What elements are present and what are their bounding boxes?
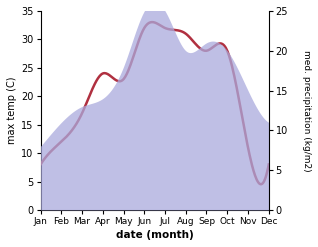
Y-axis label: max temp (C): max temp (C) (7, 77, 17, 144)
Y-axis label: med. precipitation (kg/m2): med. precipitation (kg/m2) (302, 50, 311, 171)
X-axis label: date (month): date (month) (116, 230, 194, 240)
